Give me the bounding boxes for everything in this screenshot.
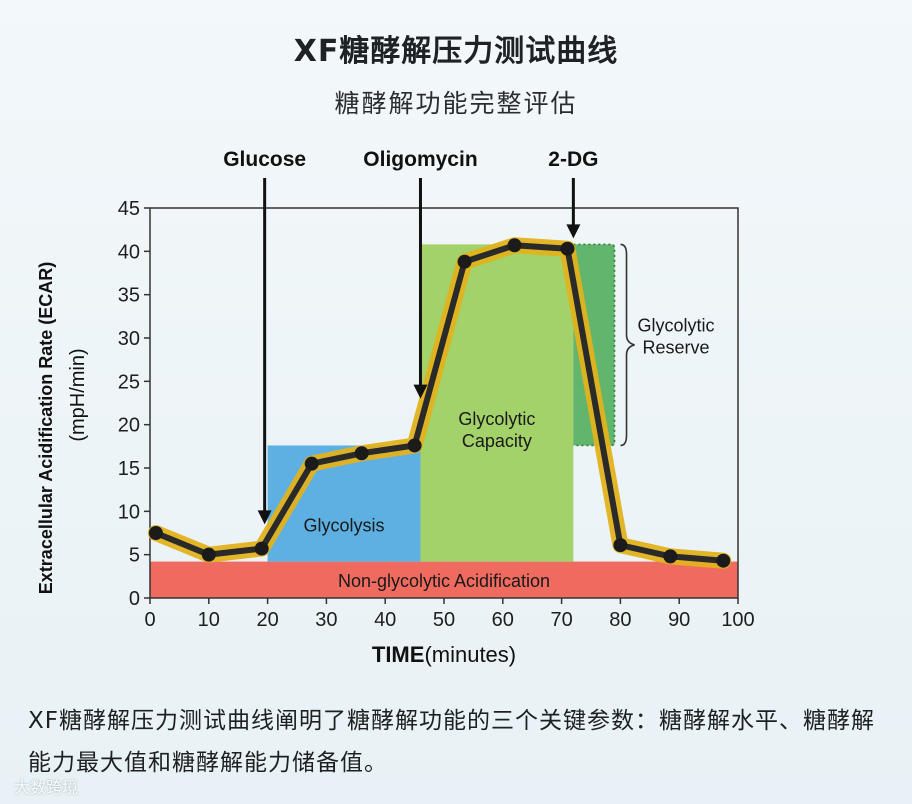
y-axis-label-line1: Extracellular Acidification Rate (ECAR) (36, 262, 56, 594)
series-layer (147, 237, 732, 569)
data-point-11 (716, 553, 731, 568)
y-tick-label-1: 5 (129, 545, 140, 567)
ecar-line (152, 242, 727, 564)
region-label-line: Non-glycolytic Acidification (338, 571, 550, 591)
x-tick-label-7: 70 (550, 609, 572, 631)
data-point-0 (148, 526, 163, 540)
y-tick-label-0: 0 (129, 588, 140, 610)
region-0 (150, 561, 738, 598)
region-label-line: Reserve (642, 337, 709, 357)
region-label-line: Glycolytic (458, 409, 535, 429)
x-tick-label-2: 20 (256, 609, 278, 631)
region-label-1: Glycolysis (304, 515, 385, 535)
data-point-6 (457, 254, 472, 269)
page-title: XF糖酵解压力测试曲线 (293, 34, 619, 69)
injection-arrow-head-0 (257, 510, 272, 525)
injection-label-0: Glucose (223, 148, 306, 171)
region-label-2: Glycolytic Capacity (458, 409, 535, 451)
injection-arrow-head-1 (413, 384, 428, 399)
injection-arrow-head-2 (566, 224, 581, 239)
region-label-0: Non-glycolytic Acidification (338, 571, 550, 591)
page-subtitle: 糖酵解功能完整评估 (334, 89, 578, 118)
region-label-line: Glycolysis (304, 515, 385, 535)
data-point-10 (663, 549, 678, 564)
injection-arrows-layer (257, 178, 581, 525)
caption-text: XF糖酵解压力测试曲线阐明了糖酵解功能的三个关键参数：糖酵解水平、糖酵解能力最大… (28, 708, 875, 776)
x-tick-label-10: 100 (721, 609, 754, 631)
data-point-8 (560, 241, 575, 256)
labels-layer: Glucose Oligomycin 2-DG Non-glycolytic Acid… (223, 148, 714, 591)
region-2 (420, 244, 574, 562)
region-label-line: Glycolytic (637, 315, 714, 335)
data-point-5 (407, 438, 422, 453)
regions-layer (150, 243, 738, 598)
x-tick-label-6: 60 (492, 609, 514, 631)
region-label-3: Glycolytic Reserve (637, 315, 714, 357)
region-label-line: Capacity (462, 431, 532, 451)
y-axis-label-line2: (mpH/min) (67, 348, 89, 441)
injection-label-2: 2-DG (548, 148, 598, 171)
x-tick-label-8: 80 (609, 609, 631, 631)
x-tick-label-3: 30 (315, 609, 337, 631)
y-tick-label-8: 40 (118, 241, 140, 263)
x-tick-label-0: 0 (144, 609, 155, 631)
reserve-brace (620, 243, 635, 447)
watermark-logo: 大数跨境 (14, 778, 79, 797)
axes-layer: 0 10 20 30 40 50 60 70 80 90 100 0 5 10 15 20 25 30 35 40 45… (36, 198, 755, 667)
y-tick-label-2: 10 (118, 501, 140, 523)
x-tick-label-5: 50 (433, 609, 455, 631)
y-tick-label-4: 20 (118, 415, 140, 437)
data-point-4 (354, 446, 369, 461)
data-point-7 (507, 238, 522, 253)
glycolysis-stress-test-chart: 0 10 20 30 40 50 60 70 80 90 100 0 5 10 15 20 25 30 35 40 45… (36, 148, 755, 667)
data-point-3 (304, 456, 319, 471)
injection-label-1: Oligomycin (363, 148, 477, 171)
reserve-dotted-outline (573, 243, 616, 447)
data-point-2 (254, 541, 269, 556)
x-tick-label-1: 10 (198, 609, 220, 631)
y-tick-label-7: 35 (118, 285, 140, 307)
x-axis-label-bold: TIME (372, 642, 425, 667)
x-tick-label-9: 90 (668, 609, 690, 631)
x-tick-label-4: 40 (374, 609, 396, 631)
x-axis-label: TIME(minutes) (372, 642, 516, 667)
data-point-1 (201, 547, 216, 562)
y-tick-label-3: 15 (118, 458, 140, 480)
x-axis-label-unit: (minutes) (424, 642, 516, 667)
data-point-9 (613, 538, 628, 553)
y-tick-label-5: 25 (118, 371, 140, 393)
y-tick-label-6: 30 (118, 328, 140, 350)
y-tick-label-9: 45 (118, 198, 140, 220)
